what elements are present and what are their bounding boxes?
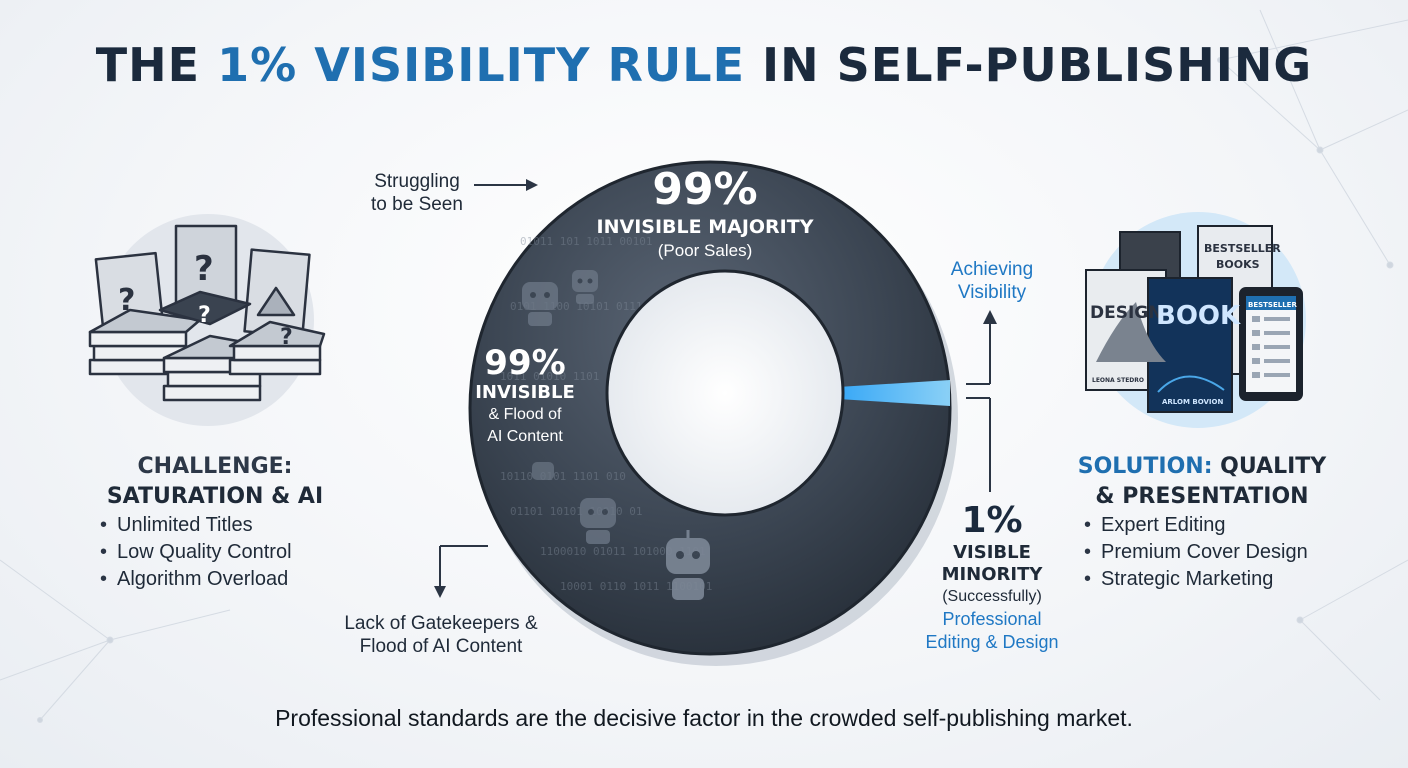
saturated-books-illustration: ? ? ? ? <box>88 214 326 426</box>
title-highlight: 1% VISIBILITY RULE <box>217 38 746 92</box>
robot-icon <box>532 462 554 480</box>
question-mark: ? <box>194 249 214 289</box>
lack-line2: Flood of AI Content <box>359 636 523 657</box>
visible-minority-slice <box>822 380 950 406</box>
left-sub1: & Flood of <box>488 406 562 423</box>
list-item: Strategic Marketing <box>1084 566 1344 593</box>
challenge-list: Unlimited Titles Low Quality Control Alg… <box>100 512 360 593</box>
svg-text:01011 101 1011 00101: 01011 101 1011 00101 <box>520 235 652 248</box>
tablet-header: BESTSELLER <box>1248 301 1297 309</box>
book-cover-text: BOOK <box>1156 301 1241 331</box>
list-item: Expert Editing <box>1084 512 1344 539</box>
minority-label2: MINORITY <box>941 564 1043 585</box>
author-name: ARLOM BOVION <box>1162 398 1223 406</box>
title-post: IN SELF-PUBLISHING <box>745 38 1313 92</box>
challenge-heading: CHALLENGE: SATURATION & AI <box>90 452 340 512</box>
robot-icon <box>666 530 710 600</box>
title-pre: THE <box>95 38 218 92</box>
lack-line1: Lack of Gatekeepers & <box>344 613 538 634</box>
question-mark: ? <box>280 325 293 350</box>
achieving-line1: Achieving <box>950 259 1034 280</box>
visibility-donut: 01011 101 1011 00101 0101 1100 10101 011… <box>468 160 958 666</box>
author-name: LEONA STEDRO <box>1092 377 1144 384</box>
list-item: Algorithm Overload <box>100 566 360 593</box>
robot-icon <box>522 282 558 326</box>
book-icon <box>1147 277 1233 413</box>
robot-icon <box>580 498 616 544</box>
minority-blue1: Professional <box>942 609 1042 629</box>
book-stack <box>88 290 326 402</box>
lack-callout: Lack of Gatekeepers & Flood of AI Conten… <box>316 612 566 658</box>
tablet-list <box>1252 316 1290 378</box>
invisible-majority-block: 99% INVISIBLE MAJORITY (Poor Sales) <box>570 166 840 262</box>
bestseller-cover-line2: BOOKS <box>1216 258 1260 271</box>
svg-text:10110 0101 1101 010: 10110 0101 1101 010 <box>500 470 626 483</box>
struggling-callout: Struggling to be Seen <box>362 170 472 216</box>
top-sub: (Poor Sales) <box>657 241 753 260</box>
visible-minority-block: 1% VISIBLE MINORITY (Successfully) Profe… <box>900 500 1084 654</box>
struggling-line2: to be Seen <box>371 194 463 215</box>
professional-books-illustration: DESIGN BOOK BESTSELLER BOOKS BESTSELLER … <box>1085 212 1306 428</box>
left-percent: 99% <box>484 343 566 383</box>
svg-text:1100010 01011 101000 1101: 1100010 01011 101000 1101 <box>540 545 706 558</box>
top-label: INVISIBLE MAJORITY <box>596 216 814 238</box>
achieving-callout: Achieving Visibility <box>930 258 1054 304</box>
achieving-line2: Visibility <box>957 282 1027 303</box>
bestseller-cover-line1: BESTSELLER <box>1204 242 1281 255</box>
robot-icon <box>572 270 598 304</box>
page-title: THE 1% VISIBILITY RULE IN SELF-PUBLISHIN… <box>0 38 1408 92</box>
ring-hole <box>605 269 845 517</box>
svg-text:1011 01010 1101: 1011 01010 1101 <box>500 370 599 383</box>
minority-percent: 1% <box>961 500 1023 541</box>
invisible-left-block: 99% INVISIBLE & Flood of AI Content <box>462 344 588 448</box>
minority-blue2: Editing & Design <box>925 632 1059 652</box>
solution-heading-dark: SOLUTION: <box>1077 454 1221 479</box>
challenge-heading-line2: SATURATION & AI <box>106 484 324 509</box>
minority-label1: VISIBLE <box>953 542 1031 563</box>
question-mark: ? <box>198 303 211 328</box>
image-icon <box>256 286 296 317</box>
challenge-heading-line1: CHALLENGE: <box>137 454 293 479</box>
solution-heading-accent: QUALITY <box>1220 454 1327 479</box>
left-sub2: AI Content <box>487 428 563 445</box>
solution-heading: SOLUTION: QUALITY & PRESENTATION <box>1062 452 1342 512</box>
solution-heading-line1: SOLUTION: QUALITY <box>1062 452 1342 482</box>
list-item: Unlimited Titles <box>100 512 360 539</box>
minority-sub: (Successfully) <box>942 588 1042 605</box>
question-mark: ? <box>118 283 135 318</box>
solution-heading-line2: & PRESENTATION <box>1095 484 1309 509</box>
left-label: INVISIBLE <box>475 382 575 403</box>
list-item: Low Quality Control <box>100 539 360 566</box>
list-item: Premium Cover Design <box>1084 539 1344 566</box>
footer-statement: Professional standards are the decisive … <box>275 705 1133 731</box>
struggling-line1: Struggling <box>374 171 460 192</box>
solution-list: Expert Editing Premium Cover Design Stra… <box>1084 512 1344 593</box>
top-percent: 99% <box>652 164 758 215</box>
design-cover-text: DESIGN <box>1090 303 1162 323</box>
